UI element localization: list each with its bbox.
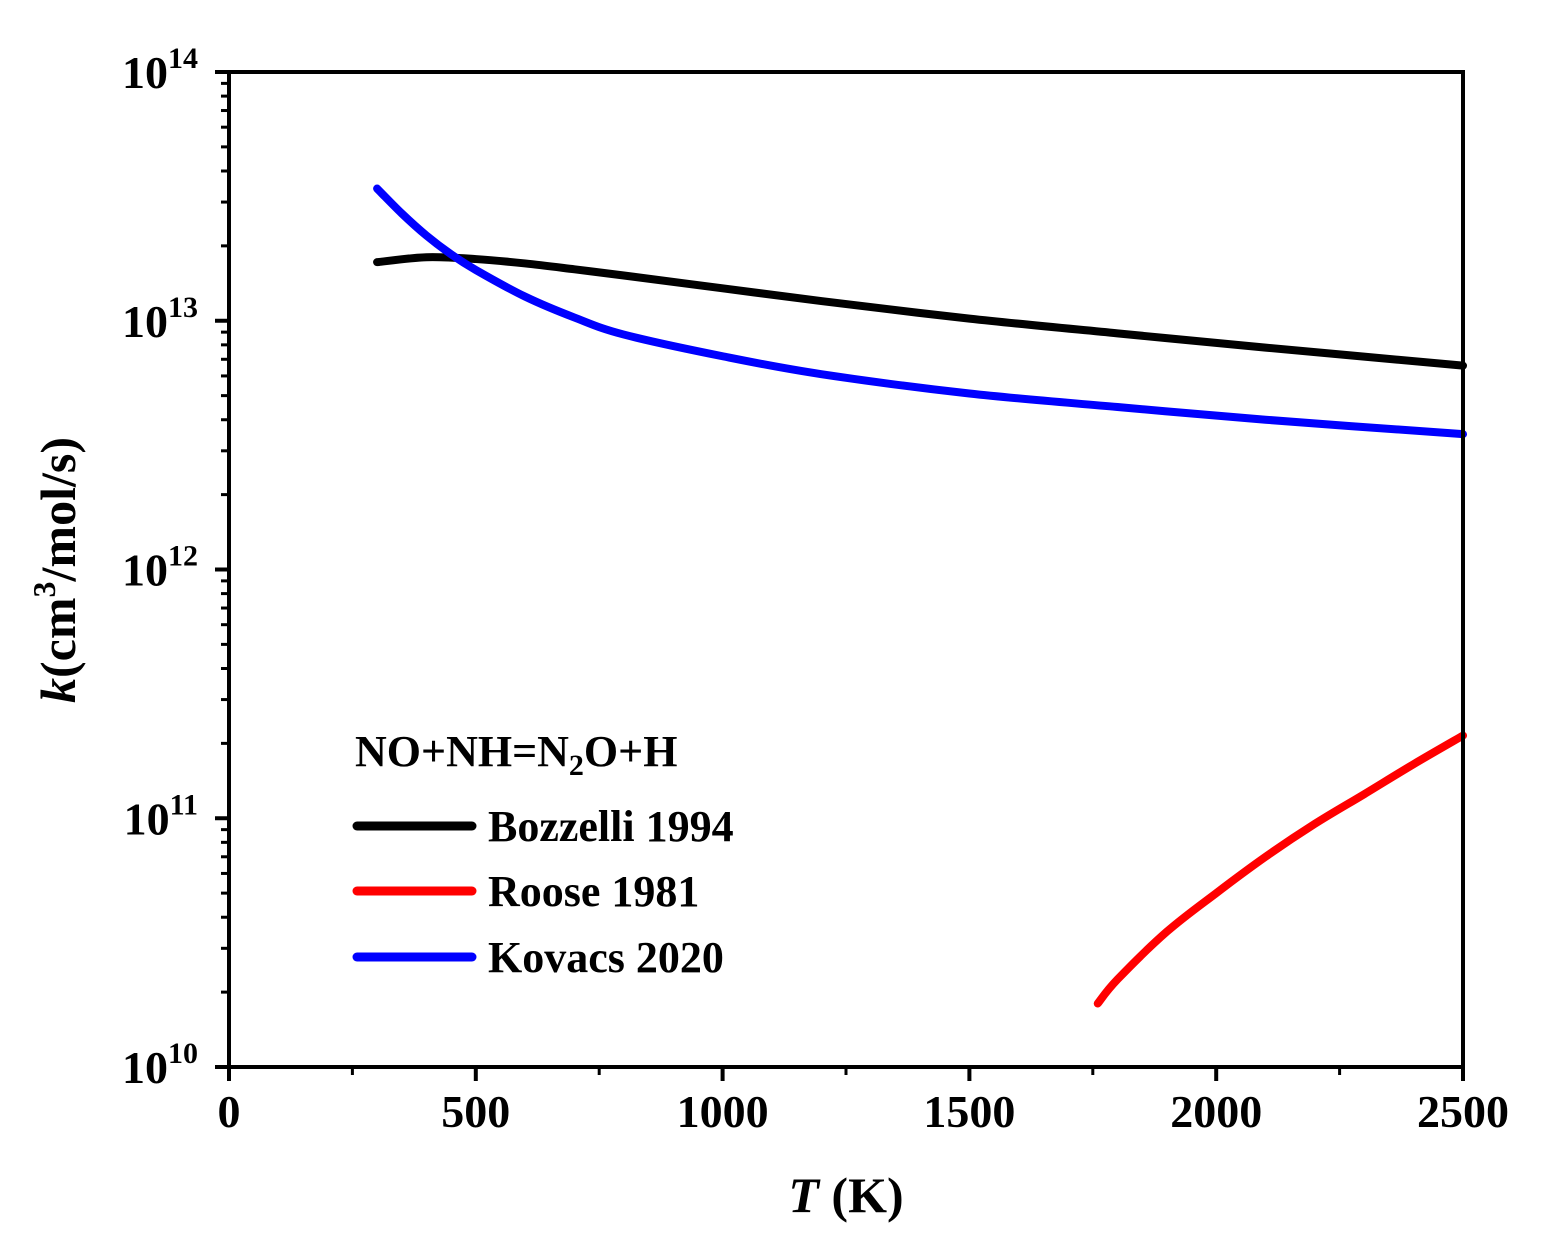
x-tick-label: 500 bbox=[441, 1086, 510, 1137]
plot-lines bbox=[373, 184, 1467, 1008]
x-tick-label: 1500 bbox=[923, 1086, 1015, 1137]
legend-label-bozzelli-1994: Bozzelli 1994 bbox=[488, 802, 734, 851]
y-tick-label: 1012 bbox=[122, 540, 198, 596]
series-line-kovacs-2020 bbox=[373, 184, 1467, 439]
legend-label-kovacs-2020: Kovacs 2020 bbox=[488, 933, 724, 982]
x-axis-label: T (K) bbox=[788, 1167, 903, 1223]
y-tick-label: 1010 bbox=[122, 1037, 198, 1093]
series-line-roose-1981 bbox=[1093, 731, 1467, 1008]
plot-frame bbox=[227, 70, 1465, 1069]
legend-title: NO+NH=N2O+H bbox=[355, 727, 677, 782]
y-axis-label: k(cm3/mol/s) bbox=[26, 437, 86, 703]
x-tick-labels: 0 500 1000 1500 2000 2500 bbox=[218, 1086, 1510, 1137]
x-tick-label: 2500 bbox=[1417, 1086, 1509, 1137]
legend-label-roose-1981: Roose 1981 bbox=[488, 867, 699, 916]
y-tick-labels: 1010 1011 1012 1013 1014 bbox=[122, 42, 198, 1093]
y-tick-label: 1014 bbox=[122, 42, 198, 98]
x-tick-label: 0 bbox=[218, 1086, 241, 1137]
major-ticks bbox=[215, 70, 1465, 1081]
x-tick-label: 2000 bbox=[1170, 1086, 1262, 1137]
legend: NO+NH=N2O+H Bozzelli 1994 Roose 1981 Kovac… bbox=[352, 727, 734, 982]
y-tick-label: 1013 bbox=[122, 291, 198, 347]
series-line-bozzelli-1994 bbox=[373, 253, 1467, 370]
x-tick-label: 1000 bbox=[677, 1086, 769, 1137]
legend-entries: Bozzelli 1994 Roose 1981 Kovacs 2020 bbox=[352, 802, 734, 982]
y-tick-label: 1011 bbox=[124, 788, 198, 844]
